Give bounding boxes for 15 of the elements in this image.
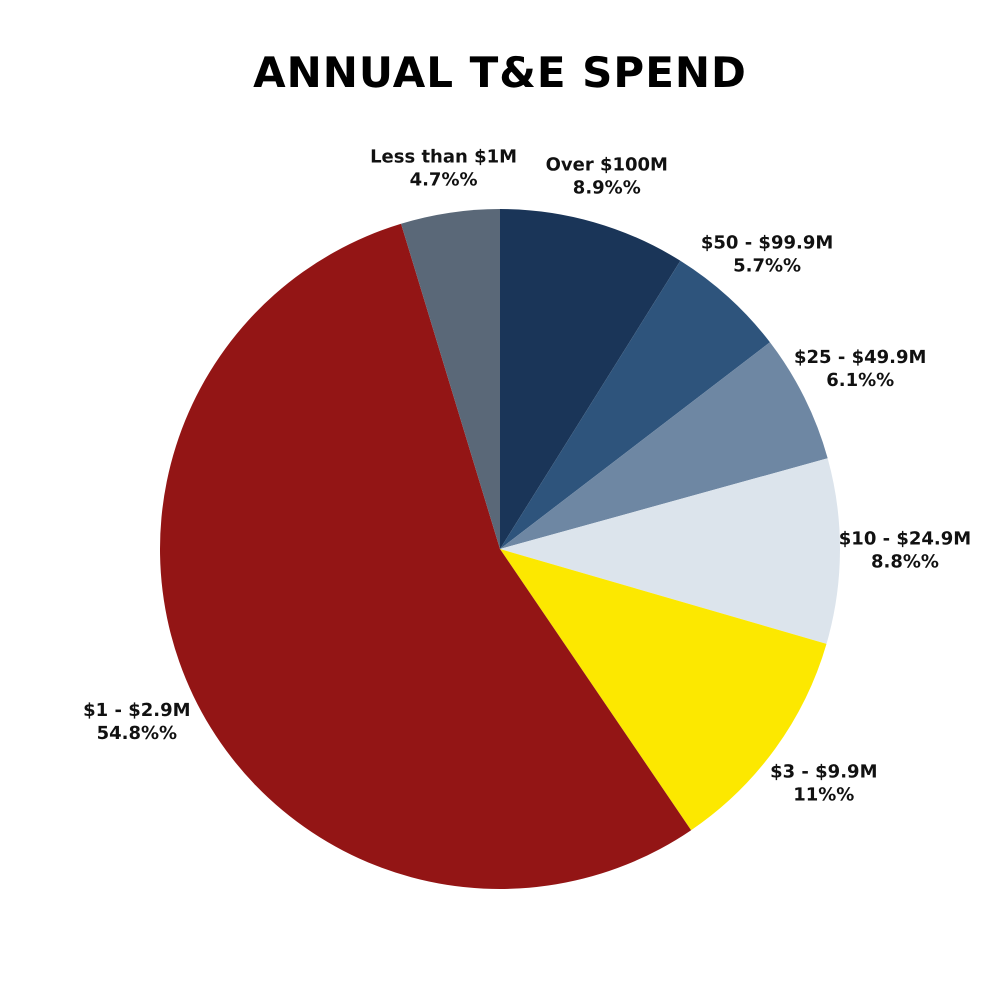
slice-label: $50 - $99.9M	[700, 232, 834, 254]
data-label: 54.8%%	[96, 722, 178, 744]
slice-label: $25 - $49.9M	[794, 346, 926, 368]
data-label: 4.7%%	[410, 170, 478, 191]
data-label: 6.1%%	[826, 370, 894, 391]
data-label: 5.7%%	[733, 256, 802, 277]
data-label: 8.8%%	[871, 552, 939, 573]
slice-label: Less than $1M	[370, 146, 518, 168]
data-label: 8.9%%	[572, 177, 641, 198]
slice-label: $10 - $24.9M	[838, 528, 972, 550]
slice-label: Over $100M	[546, 154, 668, 176]
slice-label: $1 - $2.9M	[83, 700, 191, 721]
chart-title: ANNUAL T&E SPEND	[252, 48, 748, 97]
data-label: 11%%	[793, 784, 854, 806]
slice-label: $3 - $9.9M	[770, 761, 878, 782]
